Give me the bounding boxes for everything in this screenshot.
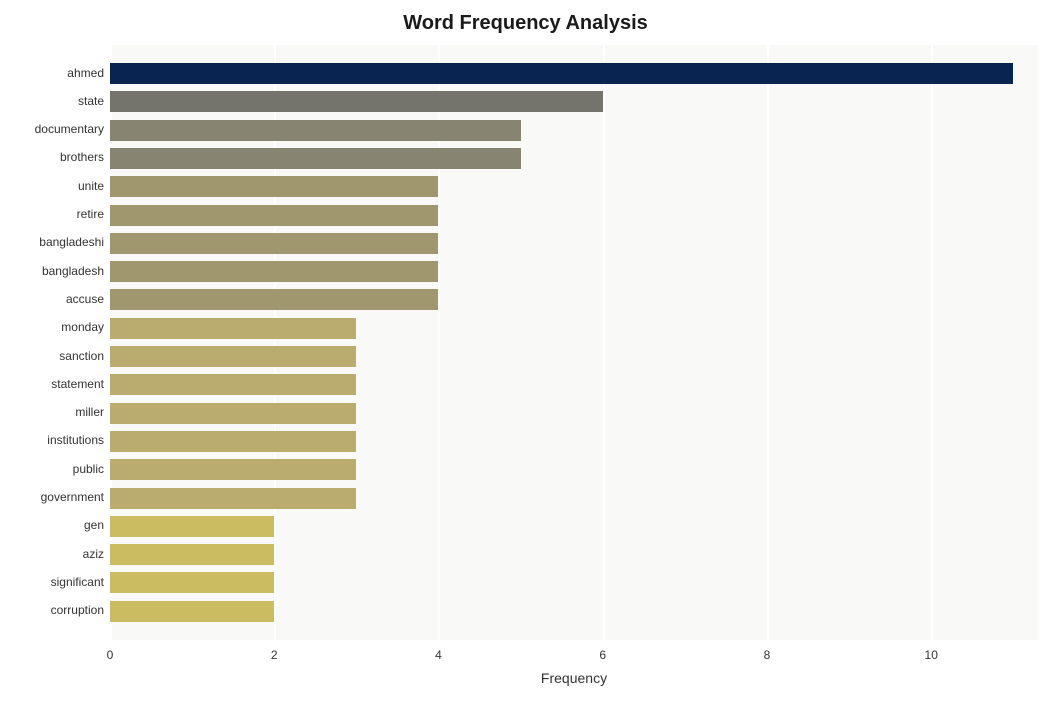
- x-tick-label: 8: [764, 648, 771, 662]
- bar: [110, 374, 356, 395]
- bar: [110, 261, 438, 282]
- y-tick-label: bangladesh: [42, 264, 104, 278]
- y-tick-label: sanction: [59, 349, 104, 363]
- y-tick-label: documentary: [35, 122, 104, 136]
- y-tick-label: significant: [51, 575, 104, 589]
- x-tick-label: 0: [107, 648, 114, 662]
- bar: [110, 91, 603, 112]
- bar: [110, 233, 438, 254]
- x-tick-label: 10: [925, 648, 938, 662]
- bar: [110, 148, 521, 169]
- y-tick-label: monday: [61, 320, 104, 334]
- y-tick-label: gen: [84, 518, 104, 532]
- y-tick-label: retire: [77, 207, 104, 221]
- bar: [110, 205, 438, 226]
- bar: [110, 544, 274, 565]
- y-tick-label: state: [78, 94, 104, 108]
- bar: [110, 488, 356, 509]
- bar: [110, 176, 438, 197]
- y-tick-label: statement: [51, 377, 104, 391]
- x-tick-label: 6: [599, 648, 606, 662]
- y-tick-label: unite: [78, 179, 104, 193]
- bar: [110, 516, 274, 537]
- y-tick-label: brothers: [60, 150, 104, 164]
- bar: [110, 572, 274, 593]
- y-tick-label: ahmed: [67, 66, 104, 80]
- bar: [110, 459, 356, 480]
- grid-line: [767, 45, 769, 640]
- bar: [110, 120, 521, 141]
- bar: [110, 403, 356, 424]
- y-tick-label: bangladeshi: [39, 235, 104, 249]
- bar: [110, 346, 356, 367]
- x-axis-title: Frequency: [541, 670, 607, 686]
- x-tick-label: 2: [271, 648, 278, 662]
- y-tick-label: government: [41, 490, 104, 504]
- x-tick-label: 4: [435, 648, 442, 662]
- bar: [110, 601, 274, 622]
- plot-area: [110, 45, 1038, 640]
- y-tick-label: accuse: [66, 292, 104, 306]
- bar: [110, 63, 1013, 84]
- y-tick-label: miller: [75, 405, 104, 419]
- y-tick-label: public: [73, 462, 104, 476]
- bar: [110, 289, 438, 310]
- chart-container: Word Frequency Analysis ahmed state docume…: [0, 0, 1051, 701]
- y-tick-label: aziz: [83, 547, 104, 561]
- bar: [110, 318, 356, 339]
- y-tick-label: corruption: [51, 603, 104, 617]
- grid-line: [603, 45, 605, 640]
- grid-line: [931, 45, 933, 640]
- y-tick-label: institutions: [47, 433, 104, 447]
- bar: [110, 431, 356, 452]
- chart-title: Word Frequency Analysis: [0, 12, 1051, 35]
